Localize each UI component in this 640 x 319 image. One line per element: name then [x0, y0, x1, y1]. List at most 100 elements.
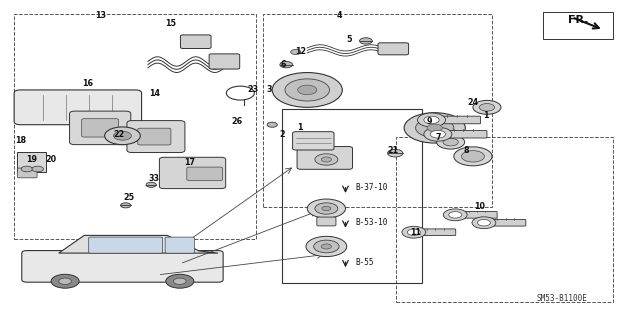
Text: 18: 18: [15, 136, 26, 145]
Circle shape: [404, 113, 465, 143]
Circle shape: [461, 151, 484, 162]
Circle shape: [59, 278, 72, 285]
Bar: [396, 137, 613, 302]
Text: SM53-B1100E: SM53-B1100E: [537, 294, 588, 303]
Circle shape: [402, 226, 426, 238]
Circle shape: [146, 182, 156, 187]
Text: 8: 8: [464, 145, 469, 154]
Text: FR.: FR.: [568, 15, 588, 26]
Text: 33: 33: [149, 174, 160, 183]
FancyBboxPatch shape: [297, 146, 353, 169]
Text: 15: 15: [164, 19, 176, 28]
FancyBboxPatch shape: [292, 132, 334, 150]
FancyBboxPatch shape: [89, 237, 163, 253]
Circle shape: [427, 124, 442, 132]
Circle shape: [424, 116, 439, 124]
Circle shape: [298, 85, 317, 95]
Circle shape: [306, 236, 347, 256]
Circle shape: [285, 79, 330, 101]
Text: 12: 12: [295, 48, 307, 56]
Text: 2: 2: [279, 130, 285, 139]
Circle shape: [321, 244, 332, 249]
FancyBboxPatch shape: [17, 168, 37, 178]
FancyBboxPatch shape: [440, 116, 481, 124]
Text: 24: 24: [467, 98, 479, 107]
Text: 7: 7: [435, 133, 440, 142]
FancyBboxPatch shape: [159, 157, 226, 189]
Text: 22: 22: [114, 130, 125, 139]
FancyBboxPatch shape: [165, 237, 195, 253]
FancyBboxPatch shape: [317, 217, 336, 226]
Circle shape: [360, 38, 372, 44]
Text: 25: 25: [124, 193, 134, 202]
Text: 9: 9: [427, 117, 433, 126]
FancyBboxPatch shape: [446, 130, 487, 138]
Text: 20: 20: [45, 155, 57, 164]
Text: 3: 3: [266, 85, 272, 94]
Text: B-55: B-55: [355, 258, 374, 267]
Text: B-53-10: B-53-10: [355, 218, 387, 227]
Circle shape: [443, 138, 458, 146]
Text: 17: 17: [184, 158, 195, 167]
Bar: [543, 12, 613, 39]
Text: 19: 19: [26, 155, 38, 164]
Bar: [14, 14, 256, 239]
FancyBboxPatch shape: [127, 121, 185, 152]
Circle shape: [322, 206, 331, 211]
Circle shape: [321, 157, 332, 162]
FancyBboxPatch shape: [187, 167, 223, 181]
Circle shape: [407, 229, 420, 235]
Circle shape: [272, 72, 342, 107]
Circle shape: [444, 209, 467, 221]
Circle shape: [173, 278, 186, 285]
Circle shape: [315, 203, 338, 214]
Text: B-37-10: B-37-10: [355, 183, 387, 192]
Circle shape: [307, 199, 346, 218]
FancyBboxPatch shape: [22, 250, 223, 282]
Bar: [282, 109, 422, 283]
Circle shape: [417, 113, 445, 127]
Text: 5: 5: [346, 35, 351, 44]
FancyBboxPatch shape: [491, 219, 526, 226]
Circle shape: [449, 211, 461, 218]
Text: 1: 1: [297, 123, 302, 132]
Text: 6: 6: [280, 60, 286, 69]
Text: 1: 1: [483, 111, 488, 120]
Circle shape: [166, 274, 194, 288]
Circle shape: [267, 122, 277, 127]
Text: 10: 10: [474, 203, 485, 211]
Polygon shape: [59, 235, 218, 253]
Circle shape: [388, 149, 403, 157]
FancyBboxPatch shape: [378, 43, 408, 55]
Text: 21: 21: [388, 145, 399, 154]
Text: 23: 23: [248, 85, 259, 94]
Text: 11: 11: [410, 228, 421, 237]
Circle shape: [477, 219, 490, 226]
FancyBboxPatch shape: [14, 90, 141, 125]
FancyBboxPatch shape: [138, 128, 171, 145]
Text: 13: 13: [95, 11, 106, 20]
Circle shape: [424, 127, 452, 141]
Circle shape: [51, 274, 79, 288]
Circle shape: [314, 240, 339, 253]
FancyBboxPatch shape: [462, 211, 497, 218]
Circle shape: [436, 135, 465, 149]
Text: 4: 4: [337, 11, 342, 20]
FancyBboxPatch shape: [82, 119, 118, 137]
Circle shape: [473, 100, 501, 114]
Text: 26: 26: [232, 117, 243, 126]
Circle shape: [113, 131, 131, 140]
Circle shape: [104, 127, 140, 145]
Circle shape: [430, 130, 445, 138]
Circle shape: [315, 154, 338, 165]
Circle shape: [472, 217, 496, 229]
Bar: [262, 14, 492, 207]
Circle shape: [280, 62, 292, 68]
Circle shape: [32, 166, 44, 172]
Circle shape: [120, 203, 131, 208]
Text: 14: 14: [149, 89, 160, 98]
FancyBboxPatch shape: [70, 111, 131, 145]
Circle shape: [454, 147, 492, 166]
Circle shape: [415, 118, 454, 137]
Text: 16: 16: [82, 79, 93, 88]
